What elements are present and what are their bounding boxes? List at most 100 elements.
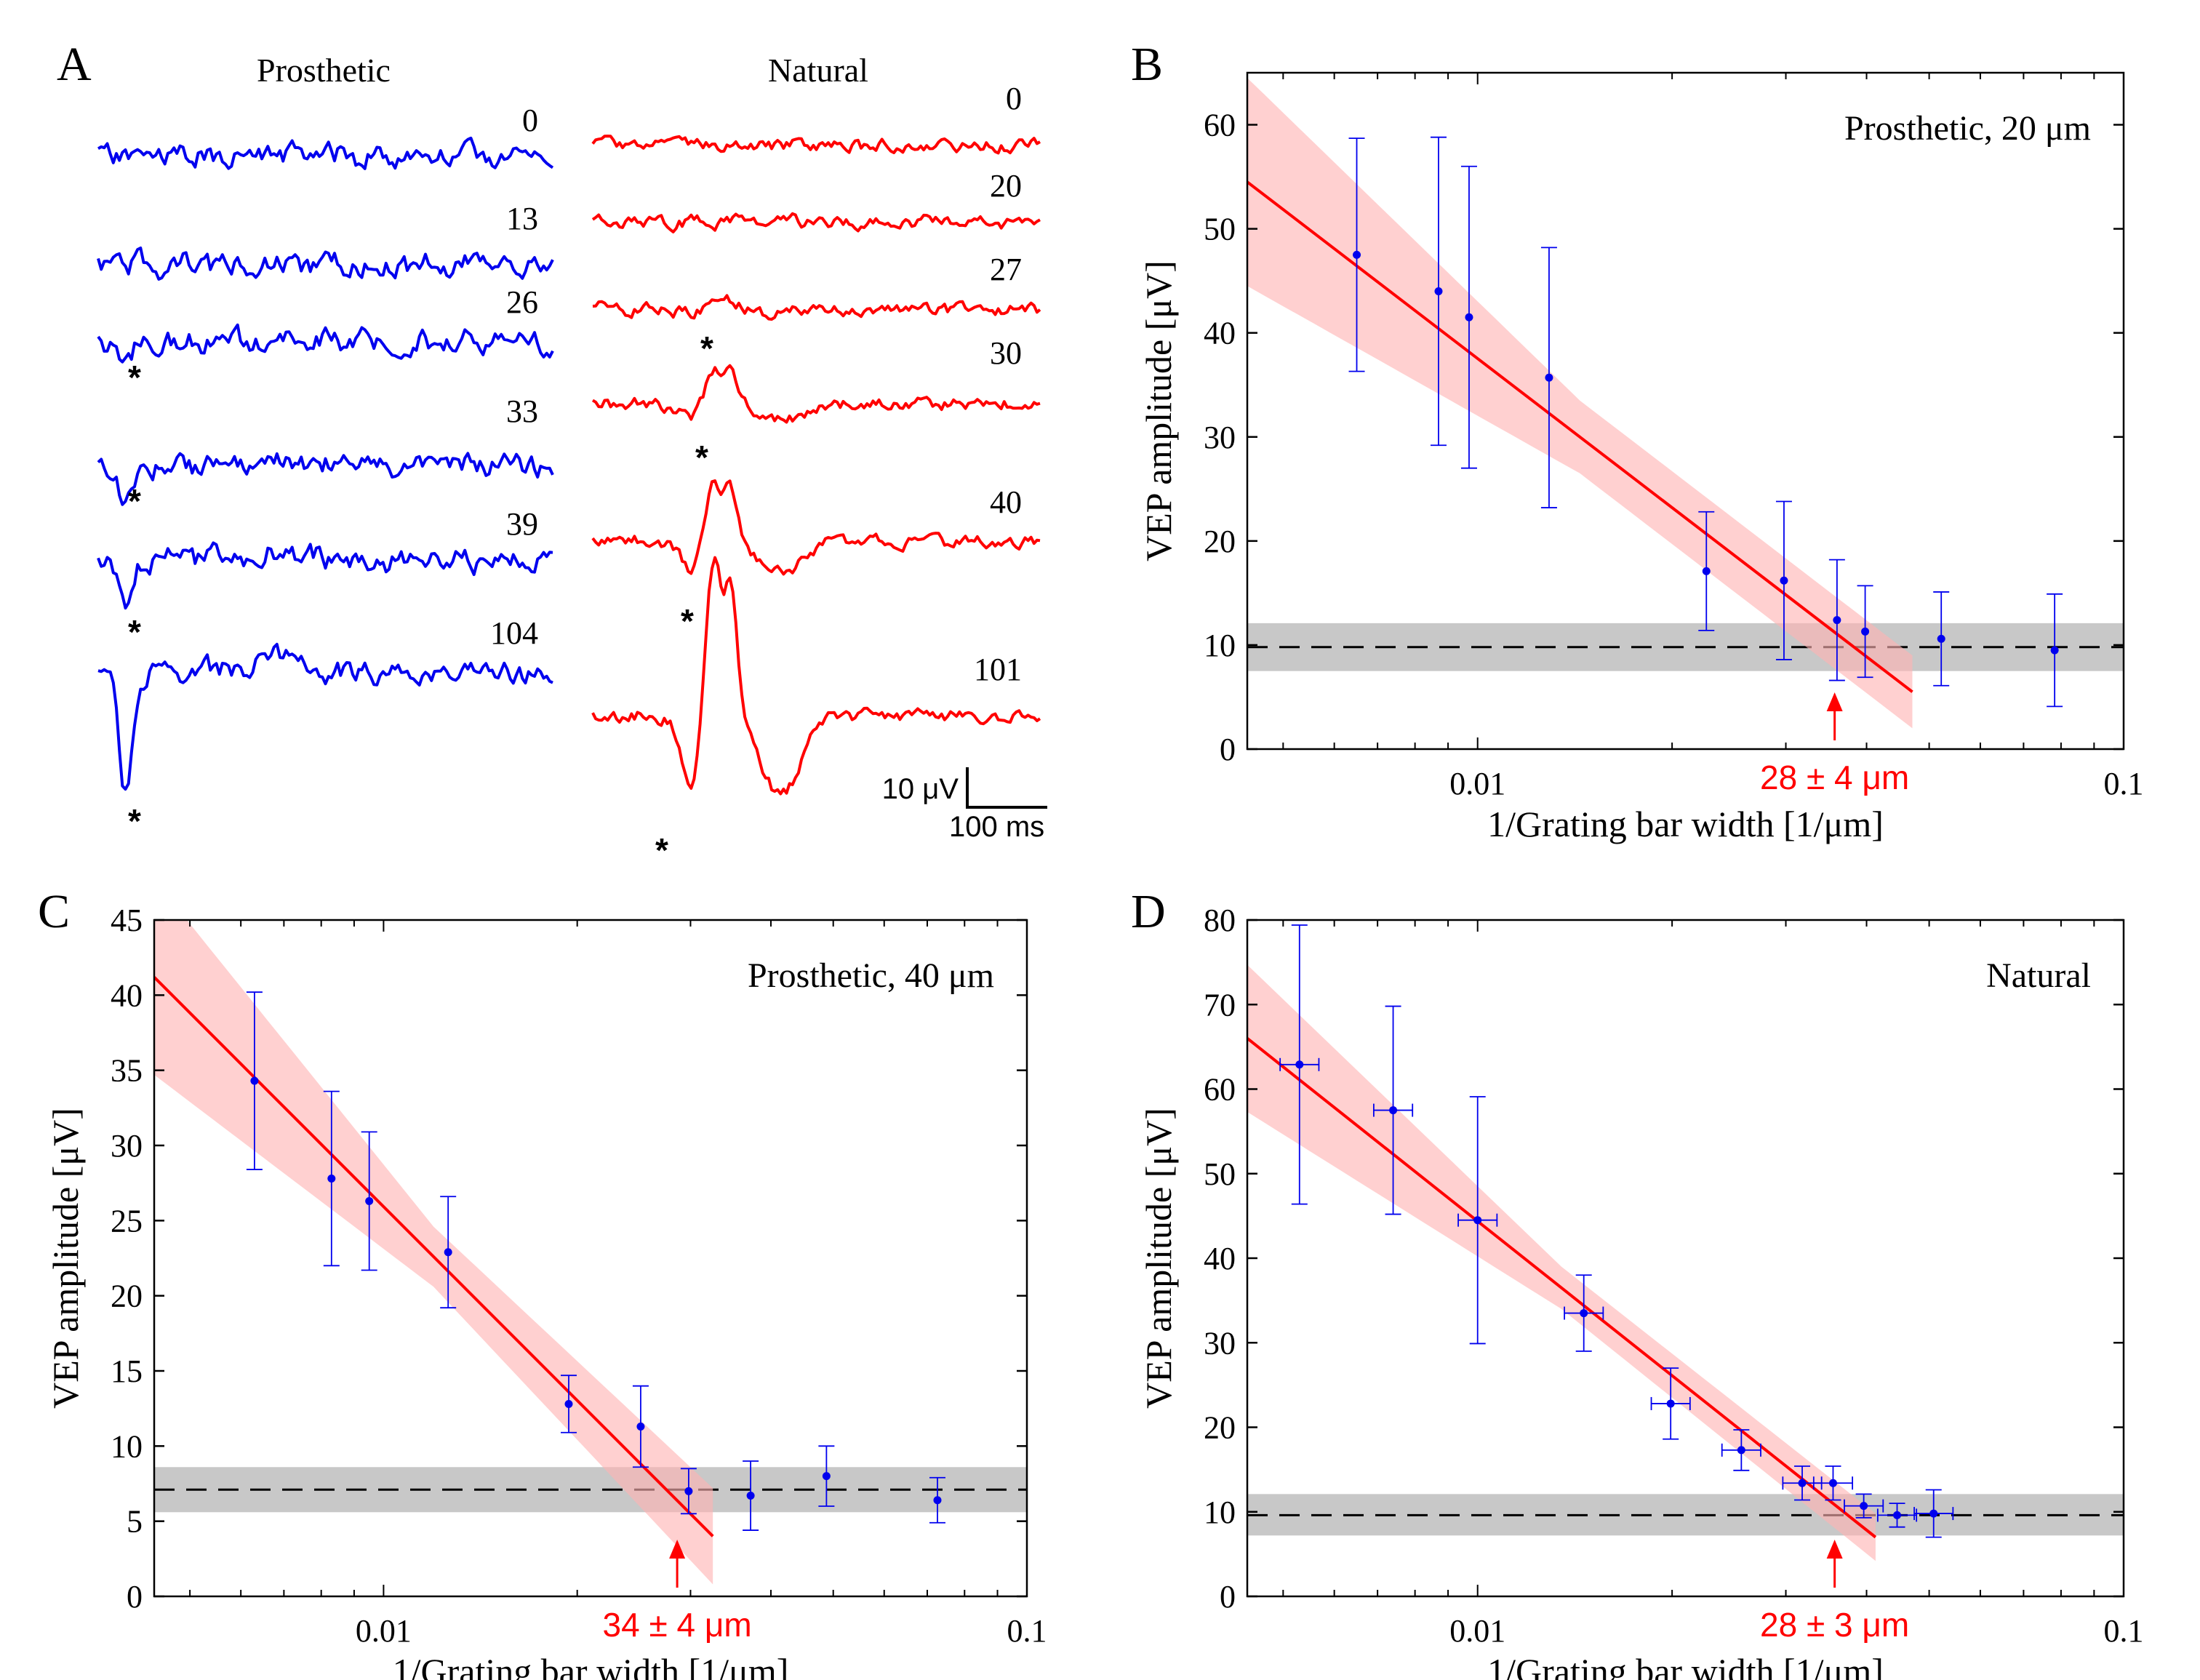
y-axis-label: VEP amplitude [μV] bbox=[1138, 1108, 1179, 1409]
panel-letter: C bbox=[38, 885, 70, 938]
fit-confidence-band bbox=[154, 920, 713, 1585]
y-tick-label: 70 bbox=[1204, 987, 1236, 1023]
y-tick-label: 40 bbox=[111, 977, 143, 1013]
y-tick-label: 0 bbox=[127, 1579, 143, 1615]
threshold-label: 28 ± 4 μm bbox=[1760, 759, 1909, 796]
data-point-group bbox=[1721, 1429, 1761, 1471]
natural-trace-asterisk: * bbox=[695, 439, 708, 476]
natural-trace-label: 101 bbox=[974, 652, 1022, 687]
prosthetic-trace-label: 104 bbox=[490, 615, 538, 651]
y-tick-label: 10 bbox=[1204, 628, 1236, 663]
data-point bbox=[1780, 576, 1788, 585]
scale-bar: 10 μV 100 ms bbox=[882, 767, 1047, 843]
x-tick-label: 0.1 bbox=[2104, 766, 2144, 801]
y-tick-label: 45 bbox=[111, 903, 143, 938]
data-point-group bbox=[1540, 247, 1557, 508]
data-point-group bbox=[1876, 1503, 1918, 1528]
data-point-group bbox=[1933, 591, 1950, 687]
natural-trace-label: 27 bbox=[990, 252, 1022, 287]
data-point bbox=[1798, 1479, 1807, 1487]
y-tick-label: 60 bbox=[1204, 108, 1236, 143]
x-tick-label: 0.1 bbox=[1007, 1613, 1047, 1649]
natural-trace-asterisk: * bbox=[681, 602, 694, 640]
data-point-group bbox=[1457, 1096, 1498, 1345]
panel-b-chart: B 0 10 20 30 40 50 60 0.01 0.1 1/Grating bar width… bbox=[1131, 38, 2144, 844]
data-point bbox=[1737, 1446, 1745, 1455]
threshold-arrow-head bbox=[669, 1540, 686, 1559]
panel-annotation: Prosthetic, 40 μm bbox=[748, 956, 994, 995]
data-point bbox=[365, 1196, 374, 1205]
data-point-group bbox=[929, 1476, 945, 1524]
prosthetic-trace-label: 26 bbox=[506, 284, 538, 320]
prosthetic-trace bbox=[97, 642, 553, 791]
data-point bbox=[1434, 287, 1443, 295]
x-tick-label: 0.01 bbox=[1449, 766, 1505, 801]
y-tick-label: 0 bbox=[1220, 1579, 1236, 1615]
data-point bbox=[1893, 1511, 1902, 1519]
prosthetic-trace bbox=[97, 323, 554, 364]
y-tick-label: 30 bbox=[1204, 1325, 1236, 1361]
data-point-group bbox=[1348, 137, 1365, 372]
y-tick-label: 10 bbox=[1204, 1495, 1236, 1530]
prosthetic-trace-asterisk: * bbox=[128, 802, 141, 840]
prosthetic-trace bbox=[97, 247, 554, 281]
natural-trace-label: 20 bbox=[990, 168, 1022, 204]
axes-box bbox=[1246, 71, 2125, 751]
data-point-group bbox=[818, 1445, 835, 1507]
y-tick-label: 20 bbox=[1204, 1410, 1236, 1446]
data-point bbox=[1465, 313, 1473, 321]
data-point-group bbox=[1650, 1367, 1691, 1440]
data-point-group bbox=[361, 1131, 377, 1271]
data-point bbox=[1473, 1216, 1482, 1225]
prosthetic-title: Prosthetic bbox=[257, 52, 391, 89]
y-tick-label: 80 bbox=[1204, 903, 1236, 938]
data-point-group bbox=[680, 1468, 697, 1515]
prosthetic-trace-asterisk: * bbox=[128, 482, 141, 520]
data-point-group bbox=[1828, 559, 1845, 681]
natural-trace-asterisk: * bbox=[655, 831, 668, 869]
y-tick-label: 60 bbox=[1204, 1072, 1236, 1108]
scale-bar-voltage-label: 10 μV bbox=[882, 773, 959, 805]
y-axis-label: VEP amplitude [μV] bbox=[45, 1108, 86, 1409]
threshold-arrow-head bbox=[1826, 692, 1843, 711]
data-point bbox=[250, 1076, 259, 1085]
y-tick-label: 40 bbox=[1204, 1241, 1236, 1276]
natural-trace-label: 30 bbox=[990, 335, 1022, 371]
fit-line bbox=[154, 976, 714, 1537]
natural-trace bbox=[591, 479, 1041, 576]
y-tick-label: 20 bbox=[1204, 524, 1236, 559]
panel-a-letter: A bbox=[57, 38, 92, 91]
data-point bbox=[684, 1487, 693, 1495]
data-point-group bbox=[1698, 511, 1715, 631]
prosthetic-trace bbox=[97, 541, 553, 610]
prosthetic-trace bbox=[97, 136, 554, 170]
data-point bbox=[1353, 250, 1361, 259]
data-point-group bbox=[1430, 136, 1447, 447]
natural-trace bbox=[591, 364, 1041, 424]
prosthetic-trace-label: 39 bbox=[506, 506, 538, 542]
data-point bbox=[1833, 616, 1841, 625]
panel-a: A Prosthetic Natural 0 13 26 * 33 * 39 * 104 * 0 2… bbox=[57, 38, 1047, 869]
fit-line bbox=[1247, 180, 1913, 693]
y-tick-label: 50 bbox=[1204, 1156, 1236, 1192]
natural-trace bbox=[591, 212, 1041, 233]
data-point-group bbox=[560, 1375, 577, 1433]
data-point bbox=[564, 1399, 573, 1408]
panel-letter: B bbox=[1131, 38, 1163, 91]
data-point-group bbox=[1844, 1493, 1884, 1519]
data-point bbox=[1702, 567, 1711, 575]
data-point bbox=[1929, 1509, 1938, 1518]
data-point bbox=[444, 1248, 452, 1257]
y-tick-label: 40 bbox=[1204, 316, 1236, 351]
data-point bbox=[1545, 373, 1553, 382]
data-point bbox=[1580, 1309, 1588, 1318]
data-point-group bbox=[2047, 593, 2063, 708]
data-point bbox=[1861, 627, 1870, 636]
prosthetic-trace-asterisk: * bbox=[128, 613, 141, 651]
data-point bbox=[636, 1422, 645, 1431]
y-axis-label: VEP amplitude [μV] bbox=[1138, 260, 1179, 561]
data-point-group bbox=[1564, 1274, 1604, 1352]
data-point-group bbox=[246, 991, 263, 1170]
x-tick-label: 0.01 bbox=[1449, 1613, 1505, 1649]
